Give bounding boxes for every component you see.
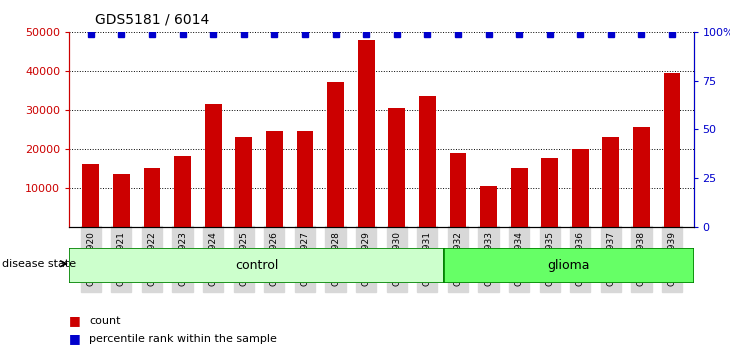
Bar [450,153,466,227]
Bar [235,137,252,227]
Text: percentile rank within the sample: percentile rank within the sample [89,333,277,344]
Bar [174,156,191,227]
Bar [664,73,680,227]
Bar [541,159,558,227]
Text: disease state: disease state [2,259,77,269]
Bar [327,82,344,227]
Bar [480,185,497,227]
Bar [266,131,283,227]
Text: ■: ■ [69,332,81,344]
Bar [633,127,650,227]
Bar [82,164,99,227]
Text: GDS5181 / 6014: GDS5181 / 6014 [95,12,210,26]
Bar [296,131,313,227]
Bar [358,40,374,227]
Text: control: control [235,259,278,272]
Bar [602,137,619,227]
Bar [144,168,161,227]
Bar [388,108,405,227]
Bar [113,174,130,227]
Bar [419,96,436,227]
Text: count: count [89,316,120,326]
Text: ■: ■ [69,314,81,327]
Bar [572,149,588,227]
Bar [204,104,222,227]
Text: glioma: glioma [548,259,590,272]
Bar [444,248,694,283]
Bar [69,248,444,283]
Bar [511,168,528,227]
